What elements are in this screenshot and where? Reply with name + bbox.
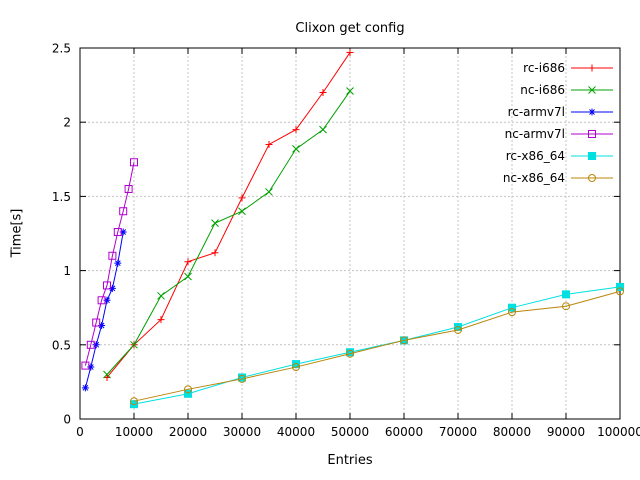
- y-tick-label: 1: [63, 264, 71, 278]
- y-tick-label: 0: [63, 413, 71, 427]
- x-tick-label: 40000: [277, 425, 315, 439]
- plot-grid: [80, 48, 620, 419]
- x-tick-label: 50000: [331, 425, 369, 439]
- x-tick-label: 100000: [597, 425, 640, 439]
- x-tick-label: 0: [76, 425, 84, 439]
- x-tick-label: 80000: [493, 425, 531, 439]
- x-tick-label: 60000: [385, 425, 423, 439]
- series-nc-x86_64: [130, 287, 624, 406]
- x-axis-label: Entries: [327, 453, 373, 468]
- y-tick-label: 0.5: [52, 338, 71, 352]
- x-tick-label: 90000: [547, 425, 585, 439]
- x-tick-label: 20000: [169, 425, 207, 439]
- series-rc-i686: [103, 48, 354, 381]
- legend: rc-i686 nc-i686 rc-armv7l nc-armv7l rc-x86_6…: [503, 61, 613, 185]
- legend-label-rc-x86_64: rc-x86_64: [506, 149, 565, 163]
- series-nc-i686: [103, 87, 354, 379]
- legend-label-nc-i686: nc-i686: [520, 83, 565, 97]
- legend-label-rc-armv7l: rc-armv7l: [508, 105, 565, 119]
- y-tick-label: 2.5: [52, 42, 71, 56]
- x-tick-label: 30000: [223, 425, 261, 439]
- y-tick-label: 1.5: [52, 190, 71, 204]
- x-tick-label: 70000: [439, 425, 477, 439]
- y-axis-label: Time[s]: [9, 208, 25, 258]
- x-tick-label: 10000: [115, 425, 153, 439]
- series-nc-armv7l: [81, 158, 138, 370]
- y-tick-label: 2: [63, 116, 71, 130]
- chart-title: Clixon get config: [295, 21, 405, 36]
- legend-label-nc-armv7l: nc-armv7l: [505, 127, 565, 141]
- tick-labels: 0 10000 20000 30000 40000 50000 60000 70000 8000…: [52, 42, 640, 440]
- legend-label-rc-i686: rc-i686: [523, 61, 565, 75]
- legend-label-nc-x86_64: nc-x86_64: [503, 171, 565, 185]
- plot-border: [79, 47, 621, 420]
